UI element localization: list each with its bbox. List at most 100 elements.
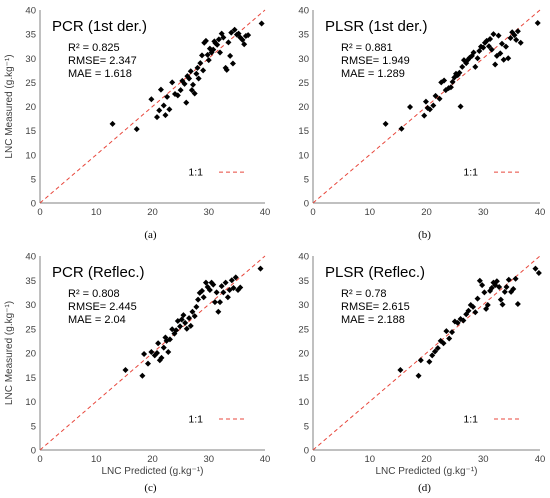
x-tick-label: 40 <box>260 454 271 465</box>
y-tick-label: 10 <box>298 150 309 161</box>
data-point <box>160 102 167 109</box>
data-point <box>177 87 184 94</box>
data-point <box>472 309 479 316</box>
y-tick-label: 30 <box>298 54 309 65</box>
panel-caption: (d) <box>418 482 431 494</box>
y-tick-label: 15 <box>25 126 36 137</box>
data-point <box>227 52 234 59</box>
data-point <box>206 286 213 293</box>
stat-line: MAE = 2.188 <box>341 314 405 326</box>
data-point <box>158 354 165 361</box>
y-tick-label: 20 <box>298 102 309 113</box>
data-point <box>202 37 209 44</box>
x-axis-label: LNC Predicted (g.kg⁻¹) <box>102 466 204 477</box>
data-point <box>199 52 205 59</box>
data-point <box>195 75 202 82</box>
data-point <box>432 92 439 99</box>
data-point <box>488 285 495 292</box>
x-tick-label: 20 <box>421 207 432 218</box>
data-point <box>193 303 200 310</box>
data-point <box>122 366 129 373</box>
data-point <box>479 282 486 289</box>
data-point <box>174 92 181 99</box>
data-point <box>186 75 193 82</box>
data-point <box>165 349 172 356</box>
data-point <box>220 289 227 296</box>
data-point <box>193 70 200 77</box>
data-point <box>154 350 160 356</box>
data-point <box>500 56 507 63</box>
data-point <box>245 32 252 39</box>
data-point <box>258 20 265 27</box>
data-point <box>487 35 494 42</box>
data-point <box>166 336 173 343</box>
data-point <box>514 28 521 35</box>
x-tick-label: 0 <box>37 207 42 218</box>
data-point <box>426 106 433 113</box>
stat-line: R² = 0.78 <box>341 288 387 300</box>
data-point <box>189 308 196 315</box>
data-point <box>157 86 164 93</box>
x-tick-label: 40 <box>535 454 546 465</box>
x-tick-label: 0 <box>310 207 315 218</box>
y-tick-label: 20 <box>25 102 36 113</box>
panel-title: PCR (Reflec.) <box>52 264 145 281</box>
data-point <box>493 278 500 285</box>
data-point <box>535 269 542 276</box>
y-tick-label: 35 <box>25 30 36 41</box>
stat-line: MAE = 1.618 <box>68 68 132 80</box>
data-point <box>498 40 505 47</box>
y-tick-label: 5 <box>304 174 309 185</box>
y-axis-label: LNC Measured (g.kg⁻¹) <box>4 301 15 405</box>
data-point <box>178 316 185 323</box>
data-point <box>443 328 450 335</box>
data-point <box>501 288 508 295</box>
data-point <box>474 295 481 302</box>
data-point <box>210 281 217 288</box>
data-point <box>497 296 504 303</box>
data-point <box>417 357 424 364</box>
x-tick-label: 40 <box>535 207 546 218</box>
data-point <box>397 366 404 373</box>
x-tick-label: 30 <box>478 454 489 465</box>
data-point <box>215 308 222 315</box>
x-tick-label: 20 <box>147 207 158 218</box>
y-tick-label: 30 <box>298 300 309 311</box>
data-point <box>507 34 514 41</box>
y-tick-label: 40 <box>25 6 36 17</box>
y-tick-label: 25 <box>298 324 309 335</box>
panel-caption: (c) <box>144 482 157 494</box>
one-to-one-line <box>312 255 541 451</box>
y-tick-label: 5 <box>31 174 36 185</box>
data-point <box>503 284 510 291</box>
data-point <box>481 289 488 296</box>
x-tick-label: 40 <box>260 207 271 218</box>
data-point <box>497 50 504 57</box>
data-point <box>154 114 160 121</box>
data-point <box>228 277 235 284</box>
y-tick-label: 25 <box>25 324 36 335</box>
data-point <box>156 107 163 114</box>
panel-caption: (a) <box>144 229 157 241</box>
data-point <box>446 335 453 342</box>
panel-caption: (b) <box>418 229 431 241</box>
stat-line: RMSE= 1.949 <box>341 55 410 67</box>
data-point <box>422 98 429 105</box>
data-point <box>229 60 236 67</box>
data-point <box>488 46 495 53</box>
panel-a: 0 5 10 15 20 25 30 35 40 0 10 20 30 40 PCR (1st der.) R… <box>4 6 270 242</box>
data-point <box>220 34 227 41</box>
data-point <box>512 275 519 282</box>
data-point <box>225 39 232 46</box>
y-tick-label: 0 <box>31 446 36 457</box>
data-point <box>148 349 155 356</box>
data-point <box>490 31 497 38</box>
data-point <box>434 345 441 352</box>
data-point <box>164 93 171 100</box>
data-point <box>222 279 229 286</box>
data-point <box>398 125 405 132</box>
y-tick-label: 0 <box>304 199 309 210</box>
data-point <box>228 29 235 36</box>
data-point <box>190 81 196 88</box>
y-tick-label: 30 <box>25 300 36 311</box>
